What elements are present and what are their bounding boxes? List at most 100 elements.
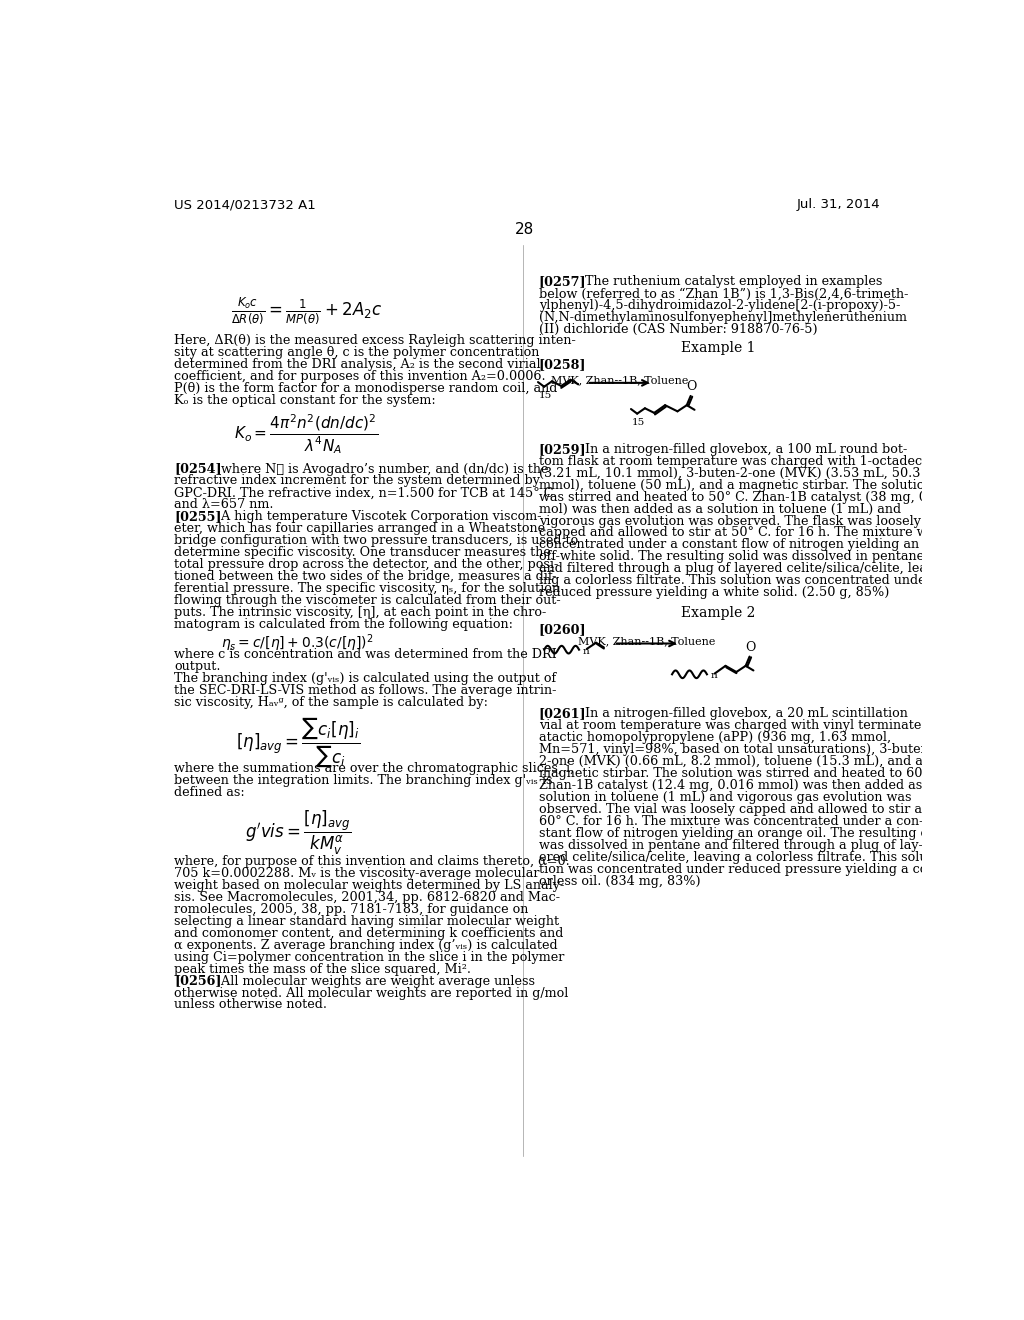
Text: selecting a linear standard having similar molecular weight: selecting a linear standard having simil… <box>174 915 560 928</box>
Text: concentrated under a constant flow of nitrogen yielding an: concentrated under a constant flow of ni… <box>539 539 919 552</box>
Text: magnetic stirbar. The solution was stirred and heated to 60° C.: magnetic stirbar. The solution was stirr… <box>539 767 946 780</box>
Text: Example 1: Example 1 <box>681 342 756 355</box>
Text: eter, which has four capillaries arranged in a Wheatstone: eter, which has four capillaries arrange… <box>174 523 546 535</box>
Text: [0254]: [0254] <box>174 462 222 475</box>
Text: bridge configuration with two pressure transducers, is used to: bridge configuration with two pressure t… <box>174 535 579 548</box>
Text: (II) dichloride (CAS Number: 918870-76-5): (II) dichloride (CAS Number: 918870-76-5… <box>539 323 817 337</box>
Text: 2-one (MVK) (0.66 mL, 8.2 mmol), toluene (15.3 mL), and a: 2-one (MVK) (0.66 mL, 8.2 mmol), toluene… <box>539 755 923 768</box>
Text: All molecular weights are weight average unless: All molecular weights are weight average… <box>209 974 535 987</box>
Text: romolecules, 2005, 38, pp. 7181-7183, for guidance on: romolecules, 2005, 38, pp. 7181-7183, fo… <box>174 903 528 916</box>
Text: [0255]: [0255] <box>174 511 222 523</box>
Text: ferential pressure. The specific viscosity, ηₛ, for the solution: ferential pressure. The specific viscosi… <box>174 582 560 595</box>
Text: Zhan-1B catalyst (12.4 mg, 0.016 mmol) was then added as a: Zhan-1B catalyst (12.4 mg, 0.016 mmol) w… <box>539 779 934 792</box>
Text: flowing through the viscometer is calculated from their out-: flowing through the viscometer is calcul… <box>174 594 561 607</box>
Text: otherwise noted. All molecular weights are reported in g/mol: otherwise noted. All molecular weights a… <box>174 986 569 999</box>
Text: unless otherwise noted.: unless otherwise noted. <box>174 998 328 1011</box>
Text: sic viscosity, Hₐᵥᵍ, of the sample is calculated by:: sic viscosity, Hₐᵥᵍ, of the sample is ca… <box>174 696 488 709</box>
Text: $\frac{K_o c}{\Delta R(\theta)} = \frac{1}{MP(\theta)} + 2A_2 c$: $\frac{K_o c}{\Delta R(\theta)} = \frac{… <box>230 296 382 326</box>
Text: n: n <box>711 672 718 680</box>
Text: (3.21 mL, 10.1 mmol), 3-buten-2-one (MVK) (3.53 mL, 50.3: (3.21 mL, 10.1 mmol), 3-buten-2-one (MVK… <box>539 467 921 479</box>
Text: Kₒ is the optical constant for the system:: Kₒ is the optical constant for the syste… <box>174 393 436 407</box>
Text: [0260]: [0260] <box>539 623 587 636</box>
Text: using Ci=polymer concentration in the slice i in the polymer: using Ci=polymer concentration in the sl… <box>174 950 565 964</box>
Text: weight based on molecular weights determined by LS analy-: weight based on molecular weights determ… <box>174 879 565 892</box>
Text: Jul. 31, 2014: Jul. 31, 2014 <box>796 198 880 211</box>
Text: A high temperature Viscotek Corporation viscom-: A high temperature Viscotek Corporation … <box>209 511 541 523</box>
Text: was stirred and heated to 50° C. Zhan-1B catalyst (38 mg, 0.5: was stirred and heated to 50° C. Zhan-1B… <box>539 491 939 504</box>
Text: US 2014/0213732 A1: US 2014/0213732 A1 <box>174 198 316 211</box>
Text: coefficient, and for purposes of this invention A₂=0.0006.: coefficient, and for purposes of this in… <box>174 370 546 383</box>
Text: tioned between the two sides of the bridge, measures a dif-: tioned between the two sides of the brid… <box>174 570 557 583</box>
Text: 15: 15 <box>632 417 645 426</box>
Text: puts. The intrinsic viscosity, [η], at each point in the chro-: puts. The intrinsic viscosity, [η], at e… <box>174 606 547 619</box>
Text: O: O <box>686 380 696 393</box>
Text: Here, ΔR(θ) is the measured excess Rayleigh scattering inten-: Here, ΔR(θ) is the measured excess Rayle… <box>174 334 577 347</box>
Text: In a nitrogen-filled glovebox, a 100 mL round bot-: In a nitrogen-filled glovebox, a 100 mL … <box>572 444 907 455</box>
Text: and λ=657 nm.: and λ=657 nm. <box>174 499 274 511</box>
Text: $[\eta]_{avg} = \dfrac{\sum c_i [\eta]_i}{\sum c_i}$: $[\eta]_{avg} = \dfrac{\sum c_i [\eta]_i… <box>237 715 360 770</box>
Text: [0259]: [0259] <box>539 444 587 455</box>
Text: reduced pressure yielding a white solid. (2.50 g, 85%): reduced pressure yielding a white solid.… <box>539 586 889 599</box>
Text: Example 2: Example 2 <box>681 606 756 620</box>
Text: GPC-DRI. The refractive index, n=1.500 for TCB at 145° C.: GPC-DRI. The refractive index, n=1.500 f… <box>174 487 558 499</box>
Text: ing a colorless filtrate. This solution was concentrated under: ing a colorless filtrate. This solution … <box>539 574 932 587</box>
Text: tion was concentrated under reduced pressure yielding a col-: tion was concentrated under reduced pres… <box>539 862 936 875</box>
Text: stant flow of nitrogen yielding an orange oil. The resulting oil: stant flow of nitrogen yielding an orang… <box>539 826 936 840</box>
Text: observed. The vial was loosely capped and allowed to stir at: observed. The vial was loosely capped an… <box>539 803 927 816</box>
Text: MVK, Zhan--1B, Toluene: MVK, Zhan--1B, Toluene <box>551 375 688 385</box>
Text: matogram is calculated from the following equation:: matogram is calculated from the followin… <box>174 618 513 631</box>
Text: 60° C. for 16 h. The mixture was concentrated under a con-: 60° C. for 16 h. The mixture was concent… <box>539 814 923 828</box>
Text: defined as:: defined as: <box>174 785 246 799</box>
Text: vigorous gas evolution was observed. The flask was loosely: vigorous gas evolution was observed. The… <box>539 515 921 528</box>
Text: determined from the DRI analysis, A₂ is the second virial: determined from the DRI analysis, A₂ is … <box>174 358 541 371</box>
Text: atactic homopolypropylene (aPP) (936 mg, 1.63 mmol,: atactic homopolypropylene (aPP) (936 mg,… <box>539 731 891 744</box>
Text: [0261]: [0261] <box>539 708 587 721</box>
Text: refractive index increment for the system determined by: refractive index increment for the syste… <box>174 474 541 487</box>
Text: 15: 15 <box>539 391 552 400</box>
Text: was dissolved in pentane and filtered through a plug of lay-: was dissolved in pentane and filtered th… <box>539 838 923 851</box>
Text: the SEC-DRI-LS-VIS method as follows. The average intrin-: the SEC-DRI-LS-VIS method as follows. Th… <box>174 684 557 697</box>
Text: O: O <box>745 640 756 653</box>
Text: where N⁁ is Avogadro’s number, and (dn/dc) is the: where N⁁ is Avogadro’s number, and (dn/d… <box>209 462 548 475</box>
Text: [0258]: [0258] <box>539 358 587 371</box>
Text: solution in toluene (1 mL) and vigorous gas evolution was: solution in toluene (1 mL) and vigorous … <box>539 791 911 804</box>
Text: 28: 28 <box>515 222 535 236</box>
Text: The ruthenium catalyst employed in examples: The ruthenium catalyst employed in examp… <box>572 276 883 289</box>
Text: capped and allowed to stir at 50° C. for 16 h. The mixture was: capped and allowed to stir at 50° C. for… <box>539 527 941 540</box>
Text: peak times the mass of the slice squared, Mi².: peak times the mass of the slice squared… <box>174 962 471 975</box>
Text: below (referred to as “Zhan 1B”) is 1,3-Bis(2,4,6-trimeth-: below (referred to as “Zhan 1B”) is 1,3-… <box>539 288 908 301</box>
Text: P(θ) is the form factor for a monodisperse random coil, and: P(θ) is the form factor for a monodisper… <box>174 381 558 395</box>
Text: vial at room temperature was charged with vinyl terminated: vial at room temperature was charged wit… <box>539 719 929 733</box>
Text: $g'vis = \dfrac{[\eta]_{avg}}{kM_v^\alpha}$: $g'vis = \dfrac{[\eta]_{avg}}{kM_v^\alph… <box>246 809 351 857</box>
Text: The branching index (g'ᵥᵢₛ) is calculated using the output of: The branching index (g'ᵥᵢₛ) is calculate… <box>174 672 557 685</box>
Text: ylphenyl)-4,5-dihydroimidazol-2-ylidene[2-(i-propoxy)-5-: ylphenyl)-4,5-dihydroimidazol-2-ylidene[… <box>539 300 900 313</box>
Text: determine specific viscosity. One transducer measures the: determine specific viscosity. One transd… <box>174 546 551 560</box>
Text: MVK, Zhan--1B, Toluene: MVK, Zhan--1B, Toluene <box>578 636 715 645</box>
Text: where c is concentration and was determined from the DRI: where c is concentration and was determi… <box>174 648 557 661</box>
Text: orless oil. (834 mg, 83%): orless oil. (834 mg, 83%) <box>539 875 700 887</box>
Text: α exponents. Z average branching index (g’ᵥᵢₛ) is calculated: α exponents. Z average branching index (… <box>174 939 558 952</box>
Text: ered celite/silica/celite, leaving a colorless filtrate. This solu-: ered celite/silica/celite, leaving a col… <box>539 850 932 863</box>
Text: sity at scattering angle θ, c is the polymer concentration: sity at scattering angle θ, c is the pol… <box>174 346 540 359</box>
Text: $K_o = \dfrac{4\pi^2 n^2 (dn/dc)^2}{\lambda^4 N_A}$: $K_o = \dfrac{4\pi^2 n^2 (dn/dc)^2}{\lam… <box>234 412 378 457</box>
Text: Mn=571, vinyl=98%, based on total unsaturations), 3-buten-: Mn=571, vinyl=98%, based on total unsatu… <box>539 743 933 756</box>
Text: sis. See Macromolecules, 2001,34, pp. 6812-6820 and Mac-: sis. See Macromolecules, 2001,34, pp. 68… <box>174 891 560 904</box>
Text: $\eta_s = c/[\eta] + 0.3(c/[\eta])^2$: $\eta_s = c/[\eta] + 0.3(c/[\eta])^2$ <box>221 632 374 655</box>
Text: n: n <box>583 647 590 656</box>
Text: where, for purpose of this invention and claims thereto, α=0.: where, for purpose of this invention and… <box>174 855 570 869</box>
Text: and comonomer content, and determining k coefficients and: and comonomer content, and determining k… <box>174 927 564 940</box>
Text: In a nitrogen-filled glovebox, a 20 mL scintillation: In a nitrogen-filled glovebox, a 20 mL s… <box>572 708 907 721</box>
Text: 705 k=0.0002288. Mᵥ is the viscosity-average molecular: 705 k=0.0002288. Mᵥ is the viscosity-ave… <box>174 867 540 880</box>
Text: between the integration limits. The branching index g'ᵥᵢₛ is: between the integration limits. The bran… <box>174 774 553 787</box>
Text: mmol), toluene (50 mL), and a magnetic stirbar. The solution: mmol), toluene (50 mL), and a magnetic s… <box>539 479 932 492</box>
Text: mol) was then added as a solution in toluene (1 mL) and: mol) was then added as a solution in tol… <box>539 503 901 516</box>
Text: total pressure drop across the detector, and the other, posi-: total pressure drop across the detector,… <box>174 558 559 572</box>
Text: and filtered through a plug of layered celite/silica/celite, leav-: and filtered through a plug of layered c… <box>539 562 938 576</box>
Text: [0256]: [0256] <box>174 974 222 987</box>
Text: (N,N-dimethylaminosulfonyephenyl]methyleneruthenium: (N,N-dimethylaminosulfonyephenyl]methyle… <box>539 312 906 325</box>
Text: where the summations are over the chromatographic slices, i,: where the summations are over the chroma… <box>174 762 574 775</box>
Text: [0257]: [0257] <box>539 276 587 289</box>
Text: tom flask at room temperature was charged with 1-octadecene: tom flask at room temperature was charge… <box>539 455 945 467</box>
Text: off-white solid. The resulting solid was dissolved in pentane: off-white solid. The resulting solid was… <box>539 550 924 564</box>
Text: output.: output. <box>174 660 221 673</box>
